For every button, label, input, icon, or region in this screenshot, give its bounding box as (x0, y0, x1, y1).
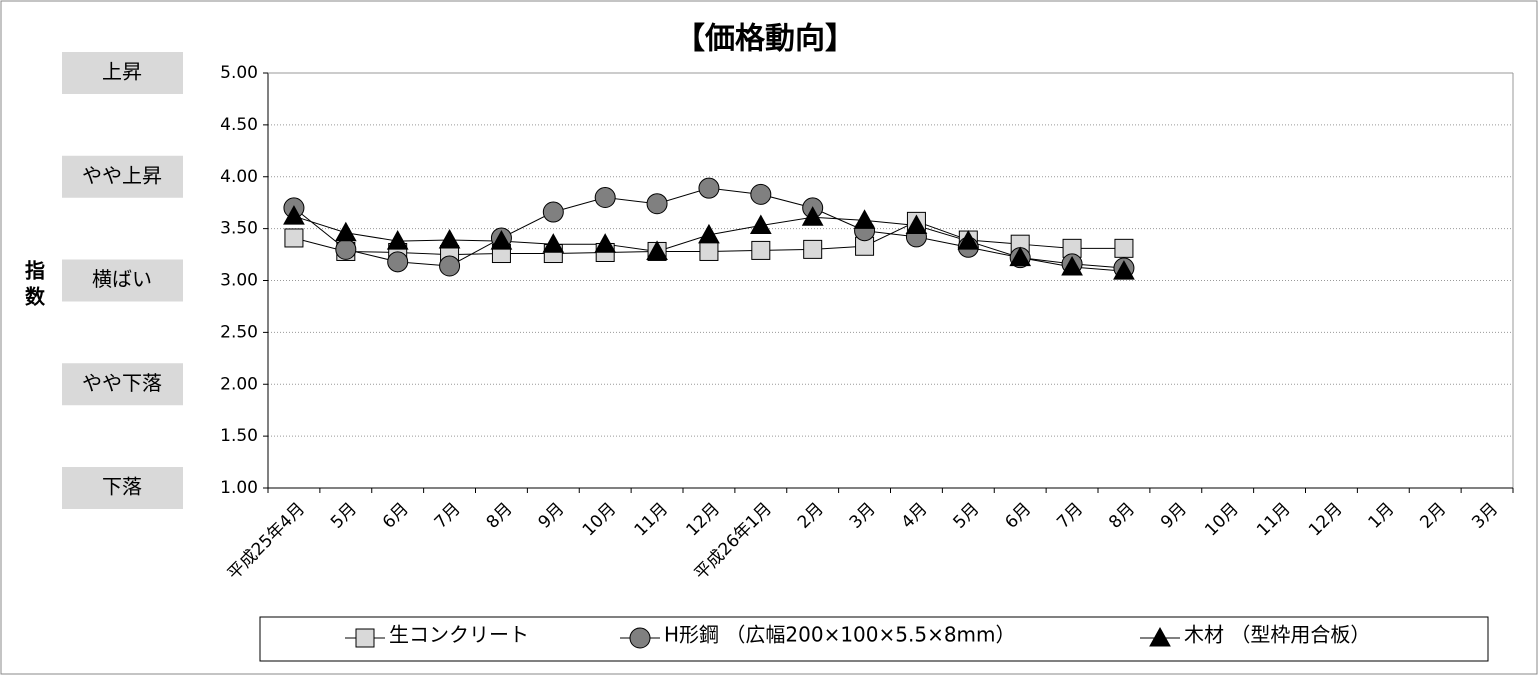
data-point (751, 240, 771, 260)
data-point (853, 209, 876, 229)
data-point (1061, 255, 1083, 276)
data-point (750, 183, 772, 205)
data-point (803, 239, 823, 259)
legend-label: H形鋼 （広幅200×100×5.5×8mm） (664, 623, 1016, 647)
data-point (1114, 238, 1134, 258)
data-point (335, 238, 357, 260)
data-point (283, 205, 305, 225)
data-point (542, 201, 564, 223)
data-point (284, 228, 304, 248)
data-point (699, 241, 719, 261)
data-point (801, 206, 824, 226)
y-tick-label: 3.50 (220, 219, 258, 239)
data-point (905, 214, 928, 235)
y-axis-label: 指数 (22, 259, 46, 307)
legend-marker (355, 628, 375, 648)
data-point (439, 255, 461, 277)
level-label: やや上昇 (82, 163, 162, 187)
level-box (62, 259, 183, 302)
level-label: 横ばい (92, 267, 152, 291)
data-point (490, 230, 513, 250)
data-point (646, 240, 668, 260)
data-point (646, 193, 668, 215)
data-point (387, 251, 409, 273)
data-point (957, 230, 980, 250)
data-point (542, 233, 565, 253)
legend-marker (629, 627, 651, 649)
legend-label: 木材 （型枠用合板） (1184, 623, 1370, 647)
y-tick-label: 3.00 (220, 271, 258, 291)
chart-title: 【価格動向】 (675, 22, 855, 57)
y-tick-label: 2.50 (220, 322, 258, 342)
data-point (698, 177, 720, 199)
y-tick-label: 2.00 (220, 374, 258, 394)
data-point (749, 214, 772, 235)
level-box (62, 155, 183, 198)
y-tick-label: 1.00 (220, 478, 258, 498)
legend-label: 生コンクリート (389, 623, 529, 647)
y-axis-label-char: 数 (22, 285, 46, 307)
data-point (594, 187, 616, 208)
level-box (62, 363, 183, 406)
data-point (386, 230, 409, 250)
y-tick-label: 4.00 (220, 167, 258, 187)
data-point (1009, 246, 1032, 267)
data-point (698, 223, 720, 244)
y-tick-label: 4.50 (220, 115, 258, 135)
data-point (594, 233, 617, 253)
y-axis-label-char: 指 (22, 259, 46, 281)
level-label: 上昇 (102, 60, 142, 84)
level-box (62, 467, 183, 509)
level-label: 下落 (102, 475, 142, 499)
level-label: やや下落 (82, 371, 162, 395)
legend-marker (1149, 626, 1171, 647)
y-tick-label: 5.00 (220, 63, 258, 83)
data-point (1113, 260, 1135, 280)
y-tick-label: 1.50 (220, 426, 258, 446)
level-box (62, 52, 183, 94)
legend-box (259, 616, 1489, 662)
data-point (334, 221, 357, 242)
data-point (438, 229, 461, 249)
